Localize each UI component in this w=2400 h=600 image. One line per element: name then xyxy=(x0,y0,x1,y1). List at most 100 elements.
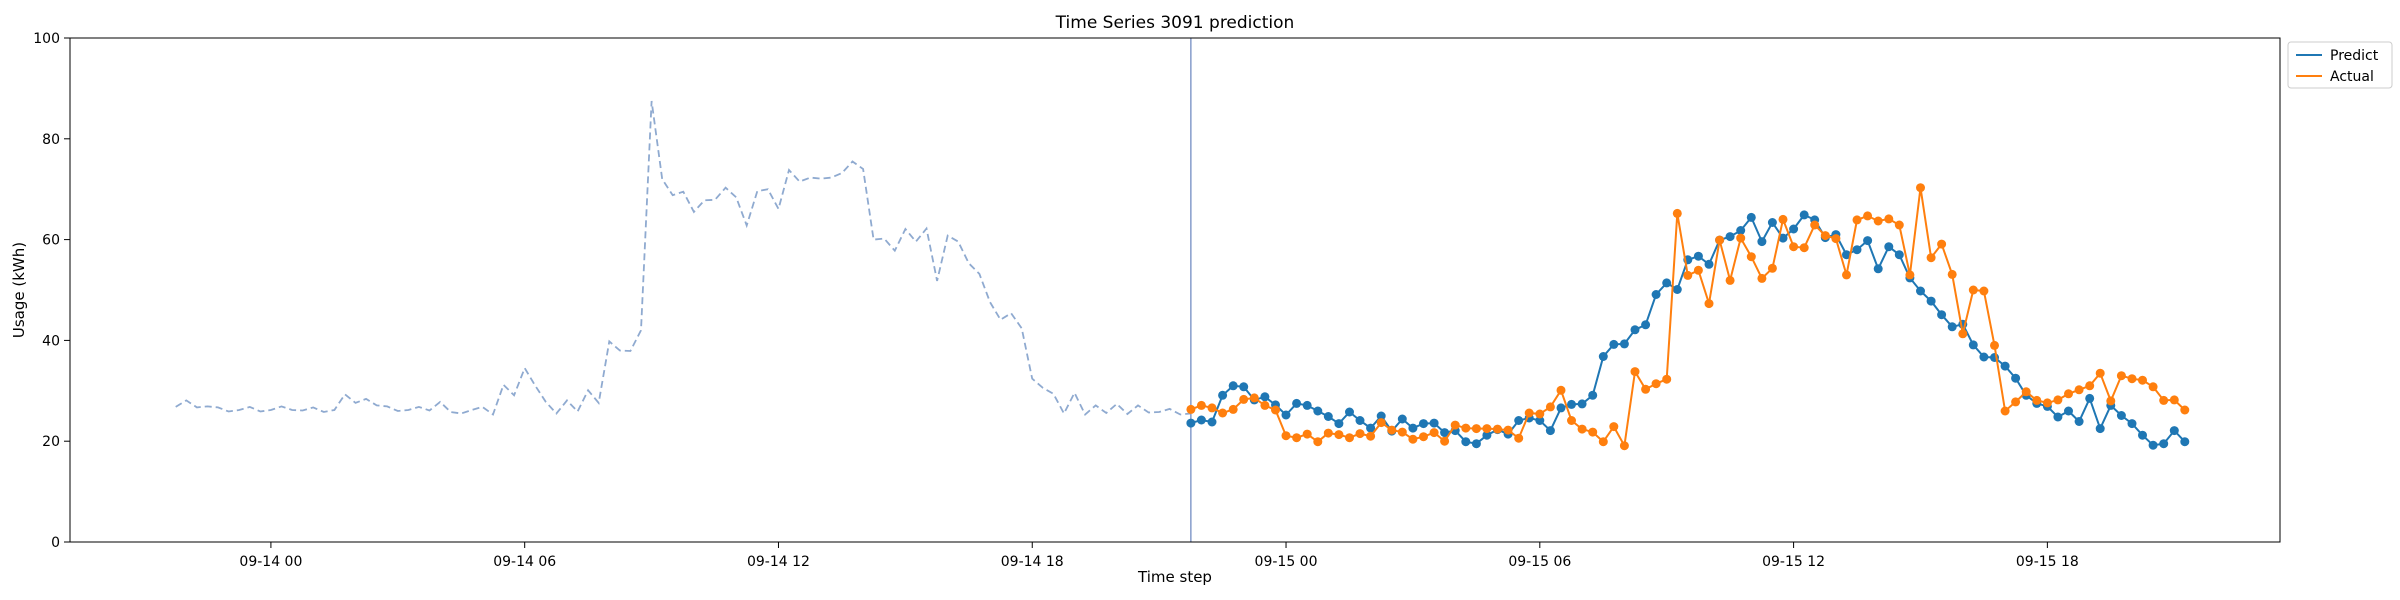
actual-point xyxy=(1641,384,1651,394)
predict-point xyxy=(2148,440,2158,450)
actual-point xyxy=(1662,374,1672,384)
predict-point xyxy=(1693,251,1703,261)
predict-point xyxy=(2180,437,2190,447)
predict-point xyxy=(1609,339,1619,349)
predict-point xyxy=(1471,439,1481,449)
predict-point xyxy=(2074,417,2084,426)
predict-point xyxy=(1482,430,1492,440)
predict-point xyxy=(1757,237,1767,247)
chart-title: Time Series 3091 prediction xyxy=(1055,13,1295,33)
actual-point xyxy=(2138,375,2147,385)
predict-point xyxy=(1852,245,1862,255)
legend: Predict Actual xyxy=(2287,41,2393,89)
actual-point xyxy=(1598,437,1608,447)
predict-point xyxy=(1514,416,1524,425)
x-axis-label: Time step xyxy=(1137,568,1212,586)
predict-point xyxy=(1355,416,1365,425)
predict-point xyxy=(2127,419,2137,429)
actual-point xyxy=(1440,436,1450,446)
actual-point xyxy=(2148,382,2158,392)
actual-point xyxy=(1926,253,1936,263)
actual-point xyxy=(1831,234,1841,244)
y-tick-label: 0 xyxy=(51,535,60,551)
predict-point xyxy=(1228,381,1238,391)
predict-point xyxy=(1884,242,1894,252)
actual-point xyxy=(2106,396,2116,406)
predict-point xyxy=(1440,428,1450,438)
axes-frame xyxy=(69,37,2281,543)
predict-point xyxy=(1408,423,1418,433)
actual-point xyxy=(1524,408,1534,418)
actual-point xyxy=(1672,208,1682,218)
actual-point xyxy=(1947,269,1957,279)
actual-point xyxy=(1873,216,1883,226)
x-tick-label: 09-14 00 xyxy=(239,554,302,570)
actual-point xyxy=(1778,214,1788,224)
actual-point xyxy=(1260,400,1270,410)
actual-point xyxy=(1186,404,1196,414)
actual-point xyxy=(1228,404,1238,414)
predict-point xyxy=(2169,426,2179,436)
predict-point xyxy=(1725,232,1735,242)
actual-point xyxy=(1535,409,1545,419)
x-tick-label: 09-14 18 xyxy=(1001,554,1064,570)
actual-point xyxy=(1461,423,1471,433)
y-tick-label: 60 xyxy=(42,233,60,249)
actual-point xyxy=(1937,239,1947,249)
actual-point xyxy=(1842,270,1851,280)
actual-point xyxy=(1397,427,1407,437)
actual-point xyxy=(1704,299,1714,309)
actual-point xyxy=(1683,270,1693,280)
actual-point xyxy=(1387,425,1397,435)
actual-point xyxy=(1366,431,1376,441)
actual-point xyxy=(1863,211,1873,221)
predict-point xyxy=(1281,410,1291,420)
predict-point xyxy=(1778,233,1788,243)
predict-point xyxy=(1292,398,1302,408)
actual-point xyxy=(2064,389,2073,399)
actual-point xyxy=(1567,416,1576,425)
actual-point xyxy=(2085,381,2095,391)
predict-point xyxy=(1799,210,1809,220)
actual-point xyxy=(1630,367,1640,377)
predict-point xyxy=(1704,259,1714,269)
x-tick-label: 09-15 00 xyxy=(1255,554,1318,570)
actual-point xyxy=(1894,220,1904,230)
actual-point xyxy=(1979,286,1989,296)
predict-point xyxy=(1397,414,1407,424)
predict-point xyxy=(1926,296,1936,306)
actual-point xyxy=(1767,263,1777,273)
x-tick-label: 09-15 06 xyxy=(1508,554,1571,570)
predict-point xyxy=(1630,325,1640,335)
predict-point xyxy=(1313,406,1323,416)
predict-point xyxy=(1218,390,1228,400)
predict-point xyxy=(1588,390,1598,400)
predict-point xyxy=(1873,264,1883,274)
predict-point xyxy=(1598,352,1608,361)
actual-point xyxy=(1429,428,1439,438)
actual-point xyxy=(1249,393,1259,403)
actual-point xyxy=(2159,395,2169,405)
predict-point xyxy=(1366,423,1376,433)
actual-point xyxy=(1958,329,1968,339)
actual-point xyxy=(1514,433,1524,443)
actual-point xyxy=(2180,405,2190,415)
predict-point xyxy=(1461,437,1471,447)
predict-point xyxy=(1736,226,1746,235)
actual-point xyxy=(1990,340,1999,350)
predict-point xyxy=(1863,236,1873,246)
actual-point xyxy=(1271,405,1280,415)
actual-point xyxy=(1355,429,1365,439)
predict-point xyxy=(1916,286,1925,296)
actual-point xyxy=(1408,434,1418,444)
actual-point xyxy=(1419,432,1428,442)
predict-point xyxy=(1334,419,1344,429)
actual-point xyxy=(1239,394,1249,404)
predict-point xyxy=(1979,352,1989,362)
actual-point xyxy=(2021,387,2031,397)
actual-point xyxy=(1207,403,1217,413)
predict-point xyxy=(1567,399,1576,409)
actual-point xyxy=(1905,270,1915,280)
actual-point xyxy=(2074,385,2084,395)
